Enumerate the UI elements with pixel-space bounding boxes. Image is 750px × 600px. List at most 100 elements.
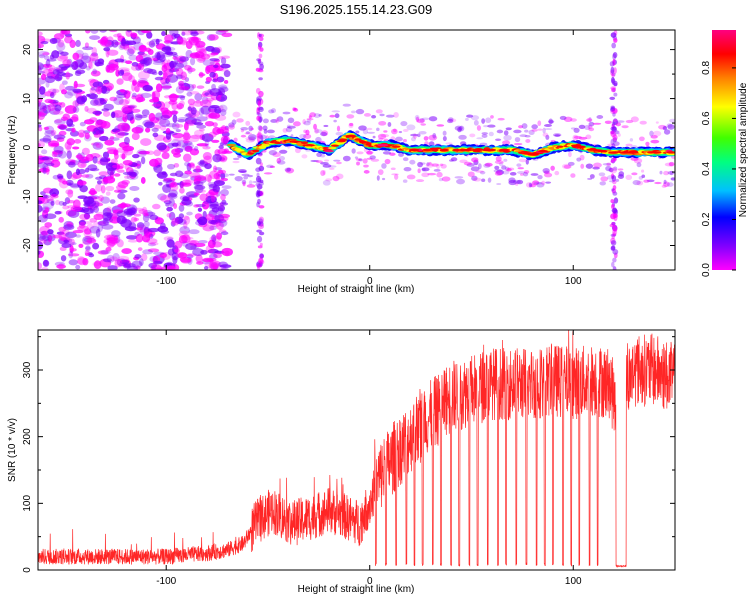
spectrogram-cell [485,117,492,124]
spectrogram-cell [90,87,95,91]
spectrogram-cell [610,76,615,84]
spectrogram-cell [199,193,208,202]
spectrogram-cell [177,218,187,225]
spectrogram-cell [79,213,91,221]
spectrogram-cell [481,134,488,138]
spectrogram-cell [60,30,71,35]
spectrogram-cell [163,95,173,99]
spectrogram-cell [650,139,660,144]
spectrogram-cell [548,118,554,125]
spectrogram-cell [58,216,64,223]
spectrogram-cell [257,221,261,227]
spectrogram-cell [610,240,617,246]
spectrogram-cell [402,128,409,132]
spectrogram-cell [301,154,308,159]
spectrogram-cell [81,52,89,60]
spectrogram-cell [221,32,233,38]
spectrogram-cell [183,215,191,225]
spectrogram-cell [402,157,409,162]
spectrogram-cell [400,121,408,127]
spectrogram-cell [65,231,77,239]
spectrogram-cell [199,99,212,108]
spectrogram-cell [613,213,618,219]
spectrogram-cell [255,175,262,183]
spectrogram-cell [257,131,261,136]
spectrogram-cell [65,71,71,80]
spectrogram-cell [46,162,55,167]
spectrogram-cell [470,166,480,172]
spectrogram-cell [592,166,600,170]
spectrogram-cell [93,260,102,270]
spectrogram-cell [40,230,49,236]
spectrogram-cell [125,60,133,65]
spectrogram-cell [483,163,491,168]
spectrogram-cell [245,131,250,135]
spectrogram-cell [58,231,67,241]
spectrogram-cell [495,138,502,141]
spectrogram-cell [173,202,178,210]
spectrogram-cell [242,181,246,187]
spectrogram-cell [45,165,50,175]
spectrogram-cell [77,129,87,138]
spectrogram-cell [369,155,376,160]
spectrogram-cell [190,31,199,37]
spectrogram-cell [458,125,465,132]
spectrogram-cell [219,264,232,269]
spectrogram-cell [611,42,616,49]
spectrogram-cell [321,130,329,137]
spectrogram-cell [54,74,63,82]
spectrogram-cell [563,164,572,169]
spectrogram-cell [502,140,511,145]
spectrogram-cell [356,161,360,166]
spectrogram-cell [42,63,53,68]
spectrogram-cell [355,158,362,161]
spectrogram-cell [585,163,594,169]
spectrogram-cell [606,175,615,180]
spectrogram-cell [247,174,254,178]
spectrogram-cell [380,133,390,138]
spectrogram-cell [92,81,104,88]
spectrogram-cell [41,234,53,241]
spectrogram-cell [436,124,445,127]
spectrogram-cell [505,127,512,131]
spectrogram-cell [61,89,68,95]
spectrogram-cell [71,61,79,71]
spectrogram-cell [135,30,141,33]
spectrogram-cell [394,173,399,180]
spectrogram-cell [119,89,126,93]
spectrogram-cell [289,140,299,143]
spectrogram-cell [47,88,60,94]
spectrogram-cell [421,167,430,172]
spectrogram-cell [38,62,44,71]
spectrogram-cell [38,126,43,132]
spectrogram-cell [166,265,176,270]
spectrogram-cell [578,124,586,129]
spectrogram-cell [180,37,188,46]
spectrogram-cell [641,169,645,173]
spectrogram-cell [515,182,519,186]
spectrogram-cell [112,253,120,262]
spectrogram-cell [573,127,580,133]
spectrogram-cell [93,205,100,213]
spectrogram-cell [406,124,416,131]
spectrogram-cell [609,96,616,101]
spectrogram-cell [322,164,332,168]
spectrogram-cell [38,262,42,270]
spectrogram-cell [147,242,157,247]
spectrogram-cell [463,161,472,166]
spectrogram-cell [448,118,457,123]
spectrogram-cell [205,76,212,83]
spectrogram-cell [179,56,189,62]
spectrogram-cell [246,184,256,188]
spectrogram-cell [147,227,160,233]
spectrogram-cell [103,176,116,184]
spectrogram-cell [415,179,425,183]
spectrogram-cell [481,118,486,124]
spectrogram-cell [611,188,615,192]
spectrogram-cell [207,174,212,184]
spectrogram-cell [103,258,112,263]
spectrogram-cell [446,118,454,124]
spectrogram-cell [255,192,261,198]
spectrogram-cell [306,119,312,123]
